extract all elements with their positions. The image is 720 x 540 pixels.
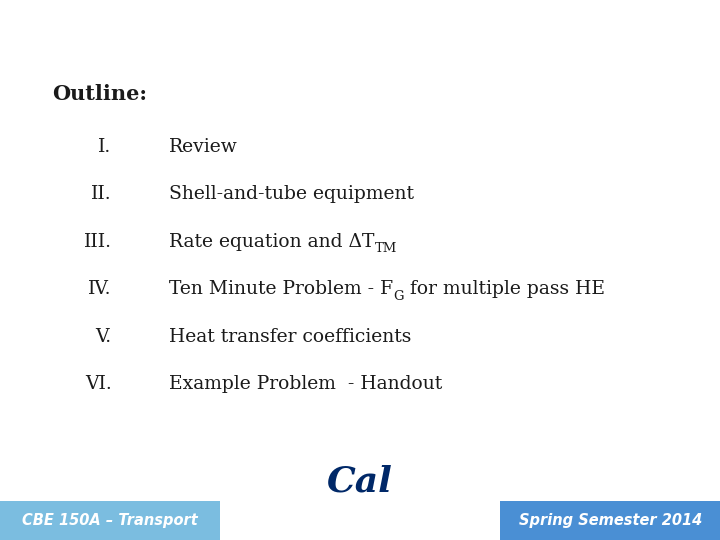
Text: II.: II. <box>91 185 112 203</box>
Text: Shell-and-tube equipment: Shell-and-tube equipment <box>169 185 414 203</box>
Text: Example Problem  - Handout: Example Problem - Handout <box>169 375 443 393</box>
Text: I.: I. <box>99 138 112 156</box>
Text: TM: TM <box>374 242 397 255</box>
Text: VI.: VI. <box>85 375 112 393</box>
Text: V.: V. <box>96 328 112 346</box>
Text: III.: III. <box>84 233 112 251</box>
Text: Ten Minute Problem - F: Ten Minute Problem - F <box>169 280 393 298</box>
Text: Review: Review <box>169 138 238 156</box>
Text: Spring Semester 2014: Spring Semester 2014 <box>518 513 702 528</box>
Text: IV.: IV. <box>88 280 112 298</box>
Text: CBE 150A – Transport: CBE 150A – Transport <box>22 513 198 528</box>
Bar <box>500 501 720 540</box>
Text: Outline:: Outline: <box>52 84 147 104</box>
Text: Cal: Cal <box>327 464 393 498</box>
Text: for multiple pass HE: for multiple pass HE <box>404 280 605 298</box>
Text: G: G <box>393 290 404 303</box>
Text: Rate equation and ΔT: Rate equation and ΔT <box>169 233 374 251</box>
Text: Heat transfer coefficients: Heat transfer coefficients <box>169 328 412 346</box>
Bar <box>0 501 220 540</box>
